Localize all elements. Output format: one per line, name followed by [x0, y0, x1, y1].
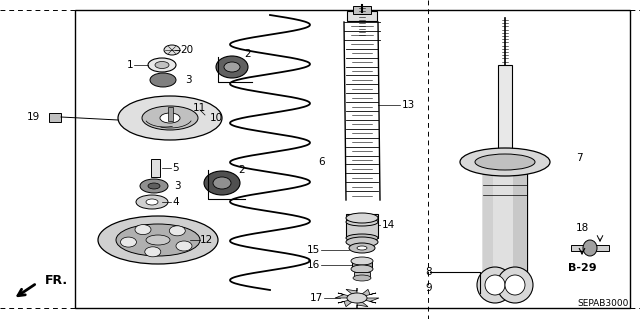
Bar: [150, 159, 159, 177]
Bar: [346, 214, 378, 238]
Text: 2: 2: [239, 165, 245, 175]
Bar: [354, 272, 370, 278]
Bar: [347, 11, 377, 21]
Ellipse shape: [346, 237, 378, 247]
Ellipse shape: [176, 241, 192, 251]
Text: 17: 17: [310, 293, 323, 303]
Ellipse shape: [120, 237, 136, 247]
Ellipse shape: [216, 56, 248, 78]
Bar: [352, 261, 372, 269]
Ellipse shape: [116, 224, 200, 256]
Text: 2: 2: [244, 49, 252, 59]
Text: 6: 6: [318, 157, 324, 167]
Ellipse shape: [164, 45, 180, 55]
Bar: [498, 65, 512, 155]
Ellipse shape: [98, 216, 218, 264]
Ellipse shape: [140, 179, 168, 193]
Ellipse shape: [583, 240, 597, 256]
Text: 14: 14: [382, 220, 396, 230]
Ellipse shape: [497, 267, 533, 303]
Ellipse shape: [347, 293, 367, 303]
Ellipse shape: [505, 275, 525, 295]
Ellipse shape: [136, 195, 168, 209]
Ellipse shape: [155, 62, 169, 69]
Ellipse shape: [146, 199, 158, 205]
Text: 4: 4: [172, 197, 179, 207]
Ellipse shape: [485, 275, 505, 295]
Text: 18: 18: [575, 223, 589, 233]
Ellipse shape: [353, 275, 371, 281]
Ellipse shape: [213, 177, 231, 189]
Bar: [483, 170, 527, 292]
Polygon shape: [357, 298, 379, 303]
Text: 13: 13: [402, 100, 415, 110]
Bar: [168, 107, 173, 121]
Polygon shape: [335, 293, 357, 298]
Text: B-29: B-29: [568, 263, 596, 273]
Text: 20: 20: [180, 45, 193, 55]
Text: 3: 3: [185, 75, 191, 85]
Text: 11: 11: [193, 103, 206, 113]
Bar: [483, 170, 493, 292]
Text: 7: 7: [576, 153, 582, 163]
Ellipse shape: [148, 58, 176, 72]
Text: 10: 10: [210, 113, 223, 123]
Text: 16: 16: [307, 260, 320, 270]
Ellipse shape: [351, 265, 373, 273]
Text: SEPAB3000: SEPAB3000: [578, 299, 629, 308]
Ellipse shape: [349, 243, 375, 253]
Text: 19: 19: [27, 112, 40, 122]
Polygon shape: [346, 288, 357, 298]
Bar: [571, 245, 609, 251]
Ellipse shape: [346, 213, 378, 223]
Polygon shape: [338, 298, 357, 307]
Ellipse shape: [346, 234, 378, 242]
Bar: [49, 113, 61, 122]
Text: 3: 3: [174, 181, 180, 191]
Bar: [513, 170, 527, 292]
Ellipse shape: [145, 247, 161, 257]
Ellipse shape: [160, 113, 180, 123]
Ellipse shape: [346, 218, 378, 226]
Polygon shape: [357, 298, 368, 308]
Text: 12: 12: [200, 235, 213, 245]
Ellipse shape: [460, 148, 550, 176]
Text: 1: 1: [126, 60, 133, 70]
Text: 8: 8: [426, 267, 432, 277]
Bar: [75, 10, 630, 308]
Ellipse shape: [135, 225, 151, 234]
Ellipse shape: [224, 62, 240, 72]
Bar: [353, 6, 371, 14]
Ellipse shape: [357, 246, 367, 250]
Polygon shape: [357, 289, 376, 298]
Ellipse shape: [118, 96, 222, 140]
Ellipse shape: [148, 183, 160, 189]
Text: 15: 15: [307, 245, 320, 255]
Ellipse shape: [204, 171, 240, 195]
Ellipse shape: [351, 257, 373, 265]
Ellipse shape: [477, 267, 513, 303]
Ellipse shape: [475, 154, 535, 170]
Text: 5: 5: [172, 163, 179, 173]
Ellipse shape: [146, 235, 170, 245]
Text: FR.: FR.: [45, 275, 68, 287]
Text: 9: 9: [426, 283, 432, 293]
Ellipse shape: [170, 226, 186, 236]
Ellipse shape: [150, 73, 176, 87]
Ellipse shape: [142, 106, 198, 130]
